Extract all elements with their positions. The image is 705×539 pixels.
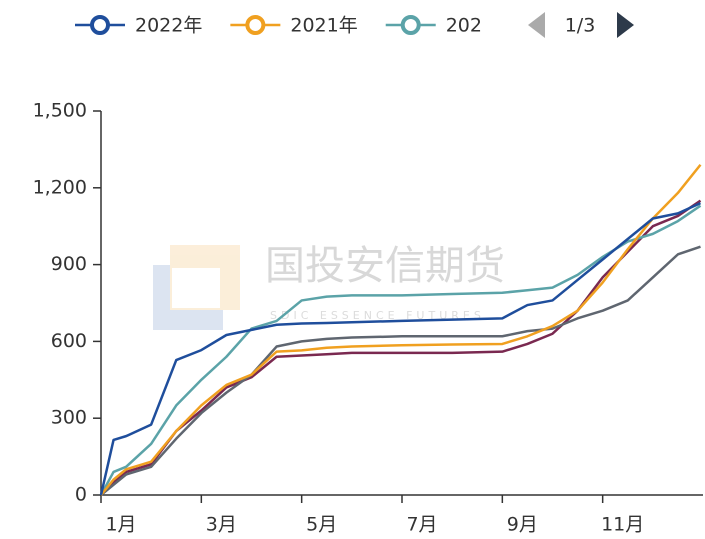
legend-marker — [90, 15, 110, 35]
legend-marker — [245, 15, 266, 35]
watermark-logo — [153, 265, 223, 330]
y-tick-label: 300 — [51, 407, 87, 429]
legend: 2022年 2021年 202 — [75, 15, 482, 37]
legend-label: 202 — [446, 15, 482, 37]
x-tick-label: 9月 — [507, 514, 538, 536]
legend-next[interactable] — [617, 12, 634, 38]
y-tick-label: 600 — [51, 330, 87, 352]
series-line — [99, 202, 702, 496]
series-line — [100, 163, 702, 496]
legend-prev[interactable] — [528, 12, 545, 38]
watermark-sub: SDIC ESSENCE FUTURES — [270, 309, 485, 322]
x-tick-label: 3月 — [206, 514, 237, 536]
watermark-logo — [172, 268, 220, 308]
y-tick-label: 1,200 — [33, 176, 87, 198]
legend-label: 2022年 — [135, 15, 202, 37]
y-tick-label: 900 — [51, 253, 87, 275]
legend-page: 1/3 — [565, 15, 596, 37]
watermark-logo — [170, 245, 240, 310]
legend-marker — [400, 15, 421, 35]
series-line — [100, 245, 701, 496]
legend-label: 2021年 — [290, 15, 357, 37]
y-tick-label: 1,500 — [33, 100, 87, 122]
x-tick-label: 5月 — [306, 514, 337, 536]
watermark — [153, 245, 240, 330]
x-tick-label: 11月 — [601, 514, 644, 536]
x-tick-label: 7月 — [406, 514, 437, 536]
watermark-text: 国投安信期货 — [265, 243, 505, 289]
y-tick-label: 0 — [75, 484, 87, 506]
x-tick-label: 1月 — [105, 514, 136, 536]
